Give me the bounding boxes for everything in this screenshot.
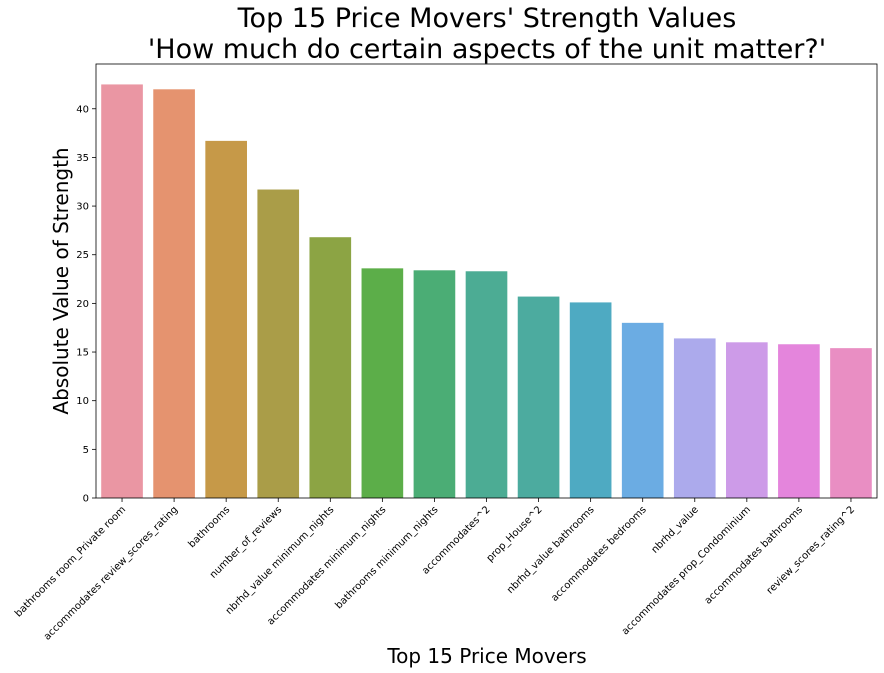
x-tick-label: bathrooms minimum_nights [334, 504, 441, 611]
x-tick-label: review_scores_rating^2 [765, 504, 857, 596]
x-axis: bathrooms room_Private room accommodates … [13, 498, 857, 643]
bar-14 [830, 348, 872, 498]
y-tick-label: 20 [76, 299, 89, 310]
x-tick-label: prop_House^2 [485, 504, 545, 564]
bar-9 [569, 302, 612, 498]
x-axis-label: Top 15 Price Movers [386, 644, 586, 668]
bar-0 [101, 84, 143, 499]
y-axis-label: Absolute Value of Strength [49, 147, 73, 414]
y-tick-label: 5 [83, 445, 89, 456]
y-tick-label: 10 [76, 396, 89, 407]
y-tick-label: 35 [76, 153, 89, 164]
bar-10 [621, 322, 664, 498]
y-tick-label: 15 [76, 348, 89, 359]
bar-4 [309, 237, 352, 498]
y-tick-label: 40 [76, 104, 89, 115]
x-tick-label: accommodates bathrooms [703, 504, 805, 606]
x-tick-label: nbrhd_value bathrooms [505, 504, 597, 596]
bars-group [101, 84, 872, 499]
y-tick-label: 30 [76, 202, 89, 213]
x-tick-label: nbrhd_value [650, 504, 701, 555]
bar-5 [361, 268, 404, 498]
bar-11 [673, 338, 716, 498]
bar-7 [465, 271, 508, 498]
x-tick-label: bathrooms room_Private room [13, 504, 128, 619]
y-tick-label: 0 [83, 494, 89, 505]
x-tick-label: nbrhd_value minimum_nights [224, 504, 337, 617]
chart-subtitle: 'How much do certain aspects of the unit… [148, 34, 826, 65]
plot-frame [95, 63, 878, 499]
bar-12 [726, 342, 768, 498]
y-axis: 0 5 10 15 20 25 30 35 40 [76, 104, 96, 505]
bar-2 [205, 140, 247, 498]
bar-8 [517, 296, 560, 498]
x-tick-label: bathrooms [186, 504, 232, 550]
bar-3 [257, 189, 300, 498]
x-tick-label: accommodates bedrooms [549, 504, 649, 604]
y-tick-label: 25 [76, 250, 89, 261]
bar-6 [413, 270, 456, 498]
chart-title: Top 15 Price Movers' Strength Values [237, 3, 737, 34]
bar-13 [778, 344, 820, 498]
bar-1 [153, 89, 195, 499]
